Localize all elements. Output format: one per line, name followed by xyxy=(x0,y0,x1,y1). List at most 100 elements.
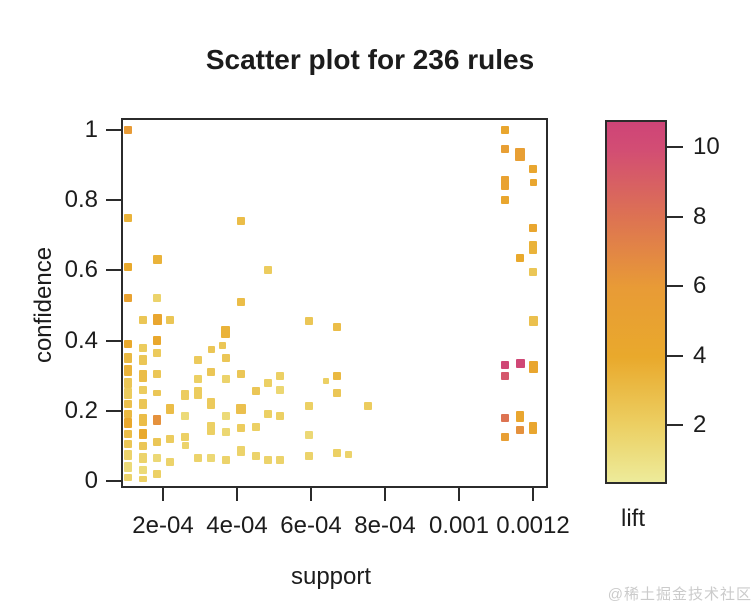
rule-point xyxy=(138,428,147,439)
rule-point xyxy=(501,433,510,442)
rule-point xyxy=(305,317,314,326)
rule-point xyxy=(138,476,147,483)
rule-point xyxy=(501,175,510,190)
rule-point xyxy=(305,401,314,410)
rule-point xyxy=(123,213,132,222)
rule-point xyxy=(181,433,190,442)
rule-point xyxy=(275,412,284,421)
rule-point xyxy=(516,254,525,263)
rule-point xyxy=(152,255,162,265)
y-axis-tick-mark xyxy=(106,199,121,202)
rule-point xyxy=(305,452,314,461)
rule-point xyxy=(236,446,245,457)
rule-point xyxy=(138,354,147,365)
rule-point xyxy=(516,410,525,422)
rule-point xyxy=(221,427,230,436)
rule-point xyxy=(251,387,260,396)
rule-point xyxy=(221,375,230,384)
rule-point xyxy=(501,196,510,205)
rule-point xyxy=(123,387,132,399)
rule-point xyxy=(123,399,132,408)
lift-tick-label: 4 xyxy=(693,341,707,369)
y-axis-tick-mark xyxy=(106,269,121,272)
y-axis-tick-label: 0.8 xyxy=(64,186,98,214)
y-axis-tick-mark xyxy=(106,409,121,412)
rule-point xyxy=(123,461,132,472)
rule-point xyxy=(251,422,260,431)
colorbar-label: lift xyxy=(621,505,645,532)
x-axis-tick-label: 4e-04 xyxy=(206,512,268,539)
rule-point xyxy=(138,398,147,409)
x-axis-tick-label: 2e-04 xyxy=(132,512,194,539)
rule-point xyxy=(138,466,147,475)
rule-point xyxy=(235,404,246,415)
rule-point xyxy=(123,126,132,134)
rule-point xyxy=(123,364,132,376)
y-axis-tick-label: 0.6 xyxy=(64,256,98,284)
lift-tick-mark xyxy=(665,285,683,287)
rule-point xyxy=(515,358,525,368)
x-axis-tick-mark xyxy=(310,486,312,501)
rule-point xyxy=(264,378,273,387)
rule-point xyxy=(153,294,162,303)
y-axis-tick-mark xyxy=(106,129,121,131)
rule-point xyxy=(152,314,162,326)
lift-colorbar xyxy=(605,120,667,484)
rule-point xyxy=(153,414,162,425)
lift-tick-mark xyxy=(665,424,683,426)
x-axis-tick-label: 8e-04 xyxy=(354,512,416,539)
rule-point xyxy=(207,454,216,463)
y-axis-tick-mark xyxy=(106,480,121,482)
chart-title: Scatter plot for 236 rules xyxy=(205,44,535,75)
rule-point xyxy=(501,145,510,154)
rule-point xyxy=(194,355,203,364)
x-axis-tick-mark xyxy=(532,486,534,501)
rule-point xyxy=(153,390,162,397)
rule-point xyxy=(138,453,147,464)
y-axis-tick-label: 1 xyxy=(84,116,98,143)
rule-point xyxy=(153,454,162,463)
x-axis-tick-label: 0.0012 xyxy=(496,512,570,539)
rule-point xyxy=(529,422,537,435)
rule-point xyxy=(153,469,162,478)
rule-point xyxy=(123,340,132,349)
rule-point xyxy=(194,454,203,463)
rule-point xyxy=(264,410,273,419)
lift-tick-mark xyxy=(665,354,683,357)
rule-point xyxy=(528,360,538,373)
rule-point xyxy=(207,421,216,435)
lift-tick-label: 8 xyxy=(693,202,707,230)
rule-point xyxy=(153,438,162,447)
rule-point xyxy=(123,429,132,438)
y-axis-tick-mark xyxy=(106,339,121,342)
rule-point xyxy=(221,412,230,421)
x-axis-label: support xyxy=(290,563,372,590)
rule-point xyxy=(153,348,162,357)
rule-point xyxy=(236,369,245,378)
rule-point xyxy=(332,448,341,457)
rule-point xyxy=(528,316,538,327)
x-axis-tick-mark xyxy=(236,486,238,501)
x-axis-tick-mark xyxy=(458,486,460,501)
rule-point xyxy=(264,455,273,464)
lift-tick-label: 6 xyxy=(693,272,707,299)
rule-point xyxy=(123,294,132,303)
rule-point xyxy=(529,224,537,233)
rule-point xyxy=(236,297,245,306)
y-axis-tick-label: 0.4 xyxy=(64,326,98,354)
rule-point xyxy=(207,345,215,353)
rule-point xyxy=(332,371,341,380)
rule-point xyxy=(501,413,510,422)
x-axis-tick-mark xyxy=(162,486,164,501)
rule-point xyxy=(153,369,162,378)
y-axis-label: confidence xyxy=(30,246,57,364)
rule-point xyxy=(138,343,147,352)
rule-point xyxy=(166,315,175,324)
rule-point xyxy=(166,404,175,415)
rule-point xyxy=(236,424,245,433)
rule-point xyxy=(123,418,132,429)
rule-point xyxy=(207,398,216,410)
rule-point xyxy=(138,385,147,394)
rule-point xyxy=(194,387,203,400)
rule-point xyxy=(181,442,189,450)
